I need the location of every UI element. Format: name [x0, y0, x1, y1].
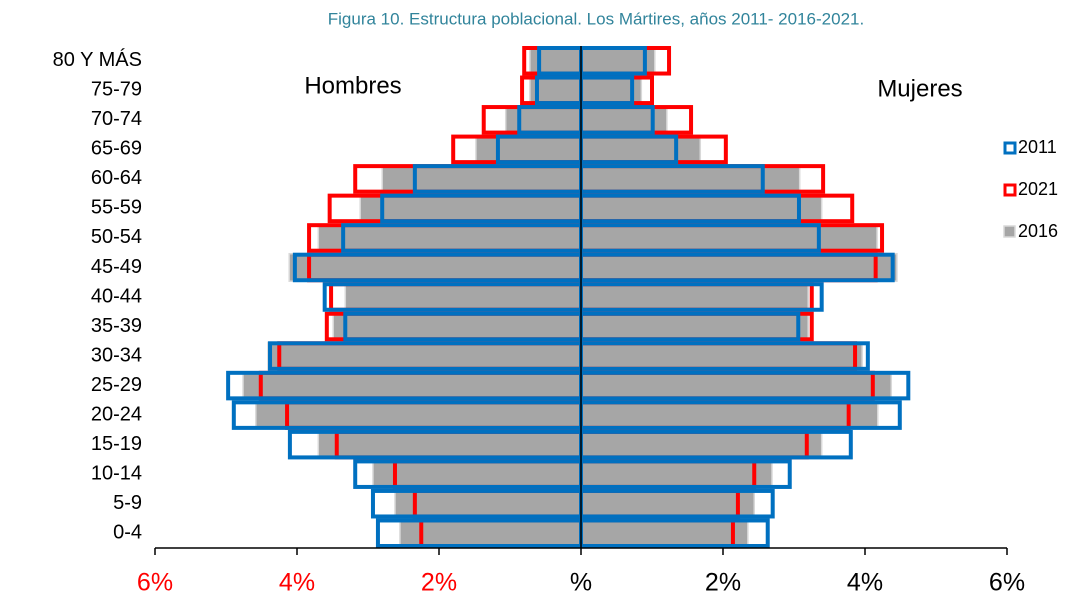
bar: [580, 282, 809, 312]
bar: [580, 223, 878, 253]
bar: [580, 134, 702, 164]
y-category-label: 60-64: [91, 167, 142, 189]
bar: [344, 282, 582, 312]
bar: [288, 252, 582, 282]
bar: [580, 312, 809, 342]
bar: [317, 223, 582, 253]
bar: [580, 518, 749, 548]
bar: [381, 164, 582, 194]
right-group-label: Mujeres: [877, 75, 962, 102]
legend-swatch: [1003, 225, 1016, 238]
left-group-label: Hombres: [304, 72, 401, 99]
bar: [255, 400, 582, 430]
y-category-label: 30-34: [91, 344, 142, 366]
bar: [504, 105, 582, 135]
bar: [580, 371, 893, 401]
bar: [399, 518, 582, 548]
chart-title: Figura 10. Estructura poblacional. Los M…: [328, 9, 864, 28]
y-category-label: 65-69: [91, 138, 142, 160]
y-category-label: 20-24: [91, 403, 142, 425]
y-category-label: 25-29: [91, 374, 142, 396]
y-category-label: 70-74: [91, 108, 142, 130]
x-tick-label: 6%: [137, 569, 173, 597]
bar: [267, 341, 582, 371]
legend-swatch: [1003, 141, 1017, 155]
bar: [242, 371, 582, 401]
bar: [580, 489, 755, 519]
y-category-label: 15-19: [91, 433, 142, 455]
x-tick-label: 2%: [705, 569, 741, 597]
x-tick-label: 6%: [989, 569, 1025, 597]
x-tick-label: 4%: [279, 569, 315, 597]
bar: [580, 164, 801, 194]
bar: [475, 134, 582, 164]
y-category-label: 50-54: [91, 226, 142, 248]
x-tick-label: 4%: [847, 569, 883, 597]
y-category-label: 80 Y MÁS: [53, 48, 142, 71]
bar: [580, 341, 863, 371]
bar: [580, 252, 898, 282]
y-category-label: 35-39: [91, 315, 142, 337]
y-category-label: 40-44: [91, 285, 142, 307]
bar: [580, 430, 823, 460]
y-category-label: 0-4: [113, 522, 142, 544]
legend-label: 2021: [1018, 179, 1058, 199]
bar: [580, 193, 823, 223]
y-category-label: 75-79: [91, 79, 142, 101]
bar: [332, 312, 582, 342]
bar: [394, 489, 582, 519]
y-category-label: 5-9: [113, 492, 142, 514]
bar: [580, 459, 773, 489]
legend-label: 2011: [1018, 137, 1057, 157]
bar: [317, 430, 582, 460]
x-tick-label: %: [570, 569, 592, 597]
x-tick-label: 2%: [421, 569, 457, 597]
bar: [372, 459, 582, 489]
legend-label: 2016: [1018, 221, 1058, 241]
bar: [359, 193, 582, 223]
y-category-label: 55-59: [91, 197, 142, 219]
y-category-label: 45-49: [91, 256, 142, 278]
legend-swatch: [1003, 183, 1017, 197]
y-category-label: 10-14: [91, 462, 142, 484]
bar: [580, 400, 879, 430]
